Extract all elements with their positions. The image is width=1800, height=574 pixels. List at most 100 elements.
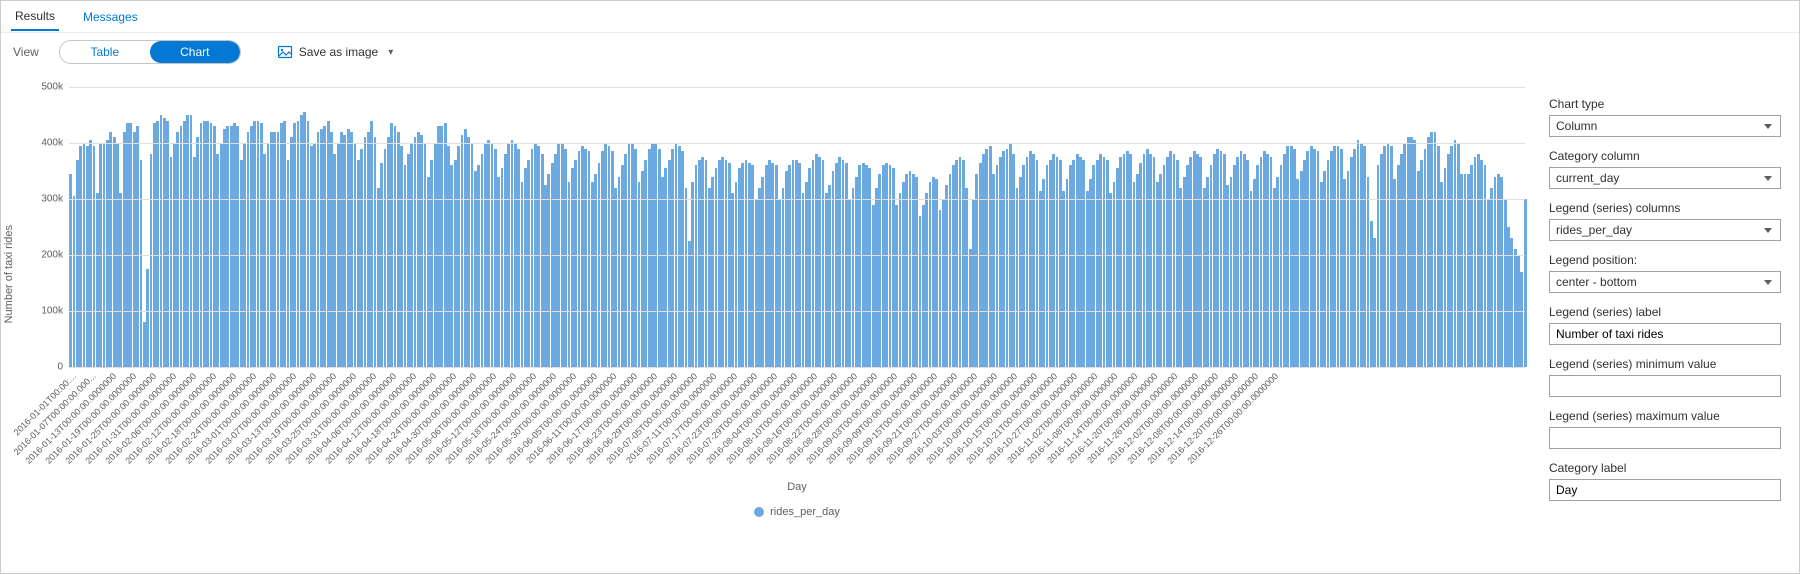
bar (1213, 154, 1216, 367)
bar (310, 146, 313, 367)
legend-columns-select[interactable]: rides_per_day (1549, 219, 1781, 241)
chart-type-select[interactable]: Column (1549, 115, 1781, 137)
bar (1210, 165, 1213, 367)
x-axis-title: Day (69, 481, 1525, 493)
bar (1206, 177, 1209, 367)
bar (1467, 174, 1470, 367)
bar (1066, 179, 1069, 367)
bar (343, 135, 346, 367)
bar (1029, 151, 1032, 367)
bar (1353, 149, 1356, 367)
bar (992, 174, 995, 367)
bar (1290, 146, 1293, 367)
bar (213, 126, 216, 367)
legend-max-input[interactable] (1549, 427, 1781, 449)
bar (855, 177, 858, 367)
bar (1109, 193, 1112, 367)
bar (1460, 174, 1463, 367)
bar (1012, 154, 1015, 367)
bar (1223, 154, 1226, 367)
bar (454, 160, 457, 367)
bar (1159, 174, 1162, 367)
legend-position-select[interactable]: center - bottom (1549, 271, 1781, 293)
bar (1099, 154, 1102, 367)
view-table-button[interactable]: Table (60, 41, 150, 63)
bar (1367, 177, 1370, 367)
bar (1276, 177, 1279, 367)
tab-messages[interactable]: Messages (79, 4, 142, 30)
bar (782, 188, 785, 367)
bar (1390, 146, 1393, 367)
view-chart-button[interactable]: Chart (150, 41, 240, 63)
bar (1350, 157, 1353, 367)
bar (1183, 177, 1186, 367)
bar (263, 154, 266, 367)
bar (1049, 160, 1052, 367)
bar (367, 132, 370, 367)
bar (805, 182, 808, 367)
bar (905, 174, 908, 367)
bar (527, 160, 530, 367)
bar (1146, 149, 1149, 367)
bar (1076, 154, 1079, 367)
category-label-label: Category label (1549, 461, 1781, 475)
bar (1196, 154, 1199, 367)
bar (1520, 272, 1523, 367)
bar (1149, 154, 1152, 367)
bar (93, 146, 96, 367)
tab-results[interactable]: Results (11, 3, 59, 31)
bar (79, 146, 82, 367)
bar (537, 146, 540, 367)
bar (176, 132, 179, 367)
bar (350, 132, 353, 367)
bar (69, 174, 72, 367)
bar (1250, 191, 1253, 367)
category-label-input[interactable] (1549, 479, 1781, 501)
bar (751, 165, 754, 367)
bar (969, 249, 972, 367)
bar (1343, 179, 1346, 367)
bar (203, 121, 206, 367)
bar (253, 121, 256, 367)
bar (347, 129, 350, 367)
legend-min-input[interactable] (1549, 375, 1781, 397)
bar (765, 165, 768, 367)
bar (180, 126, 183, 367)
y-axis-title: Number of taxi rides (3, 225, 15, 323)
bar (1514, 249, 1517, 367)
bar (1256, 165, 1259, 367)
bar (818, 157, 821, 367)
bar (360, 149, 363, 367)
bar (1507, 227, 1510, 367)
bar (852, 188, 855, 367)
bar (638, 182, 641, 367)
bar (718, 160, 721, 367)
chart-options-panel: Chart type Column Category column curren… (1539, 71, 1799, 573)
bar (1086, 191, 1089, 367)
bar (925, 193, 928, 367)
bar (544, 185, 547, 367)
bar (73, 196, 76, 367)
bar (591, 182, 594, 367)
bar (608, 146, 611, 367)
legend-min-label: Legend (series) minimum value (1549, 357, 1781, 371)
bar (1022, 165, 1025, 367)
bar (240, 160, 243, 367)
bar (999, 157, 1002, 367)
bar (521, 182, 524, 367)
bar (293, 123, 296, 367)
bar (1434, 132, 1437, 367)
legend-columns-label: Legend (series) columns (1549, 201, 1781, 215)
legend-series-label-input[interactable] (1549, 323, 1781, 345)
bar (554, 154, 557, 367)
bar (1420, 160, 1423, 367)
save-as-image-button[interactable]: Save as image ▾ (277, 44, 393, 60)
category-column-select[interactable]: current_day (1549, 167, 1781, 189)
bar (685, 188, 688, 367)
bar (771, 163, 774, 367)
bar (1430, 132, 1433, 367)
bar (875, 188, 878, 367)
bar (430, 160, 433, 367)
bar (935, 179, 938, 367)
bar (972, 199, 975, 367)
